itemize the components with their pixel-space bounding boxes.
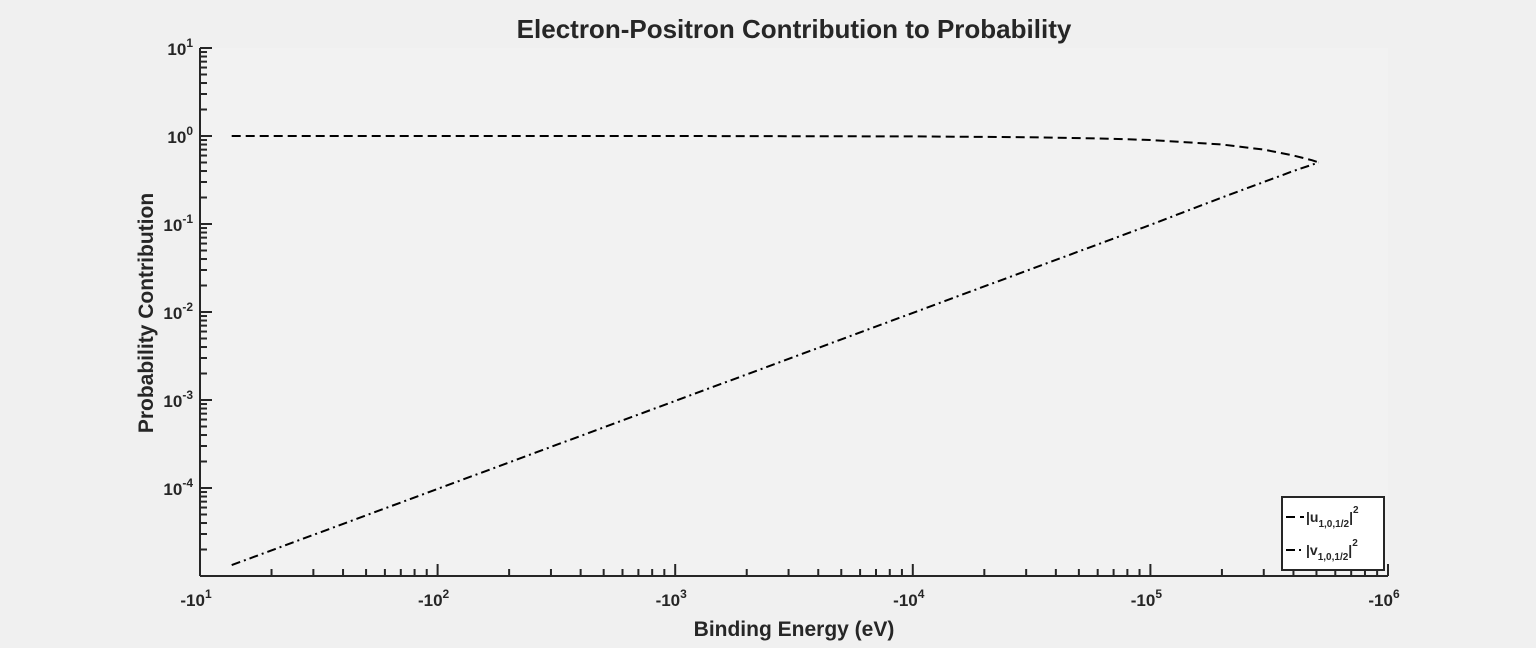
x-tick-label: -103 bbox=[656, 587, 688, 610]
chart-title: Electron-Positron Contribution to Probab… bbox=[517, 14, 1072, 44]
y-tick-label-base: 10 bbox=[163, 392, 182, 411]
legend-box bbox=[1281, 496, 1385, 571]
x-tick-label-exponent: 4 bbox=[918, 587, 925, 601]
y-tick-label-base: 10 bbox=[163, 216, 182, 235]
series-line-1 bbox=[231, 135, 1320, 164]
x-axis-label: Binding Energy (eV) bbox=[694, 618, 895, 641]
x-tick-label-exponent: 5 bbox=[1155, 587, 1162, 601]
x-tick-label-base: -10 bbox=[1131, 591, 1156, 610]
y-tick-label-exponent: -2 bbox=[182, 300, 193, 314]
legend-label-text: |v bbox=[1306, 542, 1318, 558]
x-tick-label-base: -10 bbox=[893, 591, 918, 610]
x-tick-label: -105 bbox=[1131, 587, 1163, 610]
plot-area bbox=[200, 48, 1388, 576]
y-tick-label-exponent: 0 bbox=[186, 124, 193, 138]
y-tick-label-base: 10 bbox=[163, 304, 182, 323]
y-tick-label: 101 bbox=[167, 36, 193, 59]
x-tick-label-exponent: 6 bbox=[1393, 587, 1400, 601]
plot-background bbox=[200, 48, 1388, 576]
legend-label-subscript: 1,0,1/2 bbox=[1318, 552, 1349, 563]
y-tick-label-base: 10 bbox=[167, 128, 186, 147]
legend-label-text: | bbox=[1349, 509, 1353, 525]
legend-label-superscript: 2 bbox=[1352, 538, 1358, 549]
x-tick-label-base: -10 bbox=[418, 591, 443, 610]
y-tick-label: 10-2 bbox=[163, 300, 193, 323]
y-tick-label-base: 10 bbox=[167, 40, 186, 59]
legend-label-text: | bbox=[1348, 542, 1352, 558]
series-line-2 bbox=[231, 161, 1320, 567]
y-tick-label: 10-1 bbox=[163, 212, 193, 235]
x-tick-label-base: -10 bbox=[180, 591, 205, 610]
y-tick-label-exponent: -3 bbox=[182, 388, 193, 402]
x-tick-label-base: -10 bbox=[1368, 591, 1393, 610]
x-tick-label: -101 bbox=[180, 587, 212, 610]
y-tick-label-exponent: 1 bbox=[186, 36, 193, 50]
y-axis-label: Probability Contribution bbox=[135, 193, 158, 433]
x-tick-label-exponent: 3 bbox=[680, 587, 687, 601]
axes: -101 -102 -103 -104 -105 -10610-410-310-210-1… bbox=[163, 36, 1400, 610]
x-tick-label-exponent: 2 bbox=[443, 587, 450, 601]
x-tick-label-exponent: 1 bbox=[205, 587, 212, 601]
legend-label-subscript: 1,0,1/2 bbox=[1318, 519, 1349, 530]
x-tick-label-base: -10 bbox=[656, 591, 681, 610]
legend-label-text: |u bbox=[1306, 509, 1318, 525]
x-tick-label: -102 bbox=[418, 587, 450, 610]
y-tick-label-exponent: -1 bbox=[182, 212, 193, 226]
y-tick-label: 10-3 bbox=[163, 388, 193, 411]
y-tick-label-exponent: -4 bbox=[182, 476, 193, 490]
x-tick-label: -104 bbox=[893, 587, 925, 610]
legend-label-2: |v1,0,1/2|2 bbox=[1306, 538, 1358, 563]
y-tick-label: 100 bbox=[167, 124, 193, 147]
series-layer bbox=[231, 135, 1320, 567]
legend-label-superscript: 2 bbox=[1353, 505, 1359, 516]
legend: |u1,0,1/2|2|v1,0,1/2|2 bbox=[1281, 496, 1385, 571]
y-tick-label: 10-4 bbox=[163, 476, 193, 499]
y-tick-label-base: 10 bbox=[163, 480, 182, 499]
legend-label-1: |u1,0,1/2|2 bbox=[1306, 505, 1359, 530]
x-tick-label: -106 bbox=[1368, 587, 1400, 610]
